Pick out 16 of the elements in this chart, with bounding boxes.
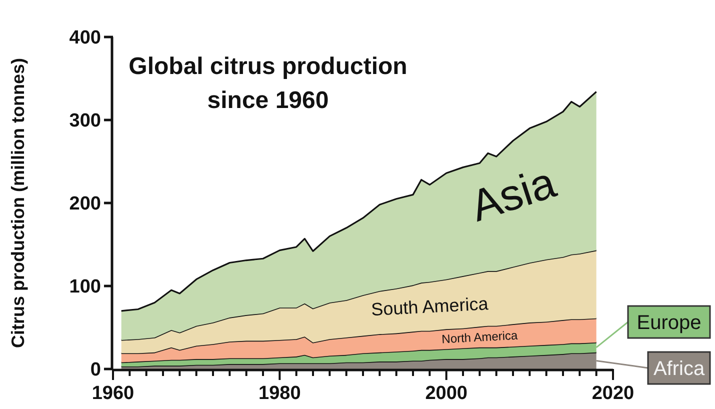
x-tick-label: 2000 (425, 383, 468, 404)
series-label: South America (370, 294, 490, 320)
series-label: Asia (465, 158, 562, 232)
x-tick-label: 2020 (592, 383, 634, 404)
x-tick-label: 1980 (258, 383, 301, 404)
legend-label: Europe (636, 312, 702, 334)
legend-label: Africa (653, 358, 706, 380)
y-tick-label: 300 (69, 110, 101, 132)
y-tick-label: 0 (90, 360, 101, 381)
text: Global citrus production since 1960 (128, 53, 408, 114)
y-tick-label: 200 (69, 194, 101, 215)
y-tick-label: 100 (69, 276, 101, 298)
y-axis-title: Citrus production (million tonnes) (8, 58, 28, 348)
y-tick-label: 400 (69, 28, 101, 49)
series-label: North America (441, 328, 518, 346)
x-tick-label: 1960 (92, 383, 134, 404)
